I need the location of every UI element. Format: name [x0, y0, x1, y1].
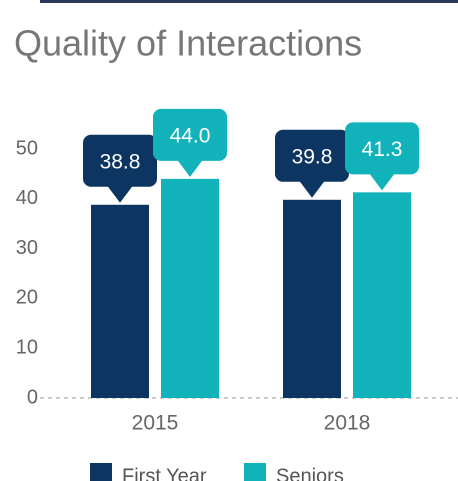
- chart-title: Quality of Interactions: [14, 23, 362, 64]
- y-tick-label: 0: [27, 386, 38, 408]
- bar: [91, 204, 149, 398]
- legend-label: First Year: [122, 465, 207, 481]
- y-tick-label: 30: [16, 237, 38, 259]
- data-label: 41.3: [362, 138, 403, 161]
- x-tick-label: 2018: [324, 412, 371, 435]
- legend-label: Seniors: [276, 465, 344, 481]
- bar: [353, 192, 411, 398]
- data-label: 39.8: [292, 145, 333, 168]
- legend-swatch: [244, 463, 266, 481]
- callout: [153, 108, 227, 177]
- data-label: 38.8: [100, 150, 141, 173]
- callout: [83, 134, 157, 203]
- y-tick-label: 10: [16, 336, 38, 358]
- y-tick-label: 20: [16, 287, 38, 309]
- bar: [161, 178, 219, 398]
- legend-swatch: [90, 463, 112, 481]
- y-tick-label: 50: [16, 137, 38, 159]
- bar: [283, 199, 341, 398]
- x-tick-label: 2015: [132, 412, 179, 435]
- data-label: 44.0: [170, 124, 211, 147]
- y-tick-label: 40: [16, 187, 38, 209]
- callout: [275, 129, 349, 198]
- callout: [345, 122, 419, 191]
